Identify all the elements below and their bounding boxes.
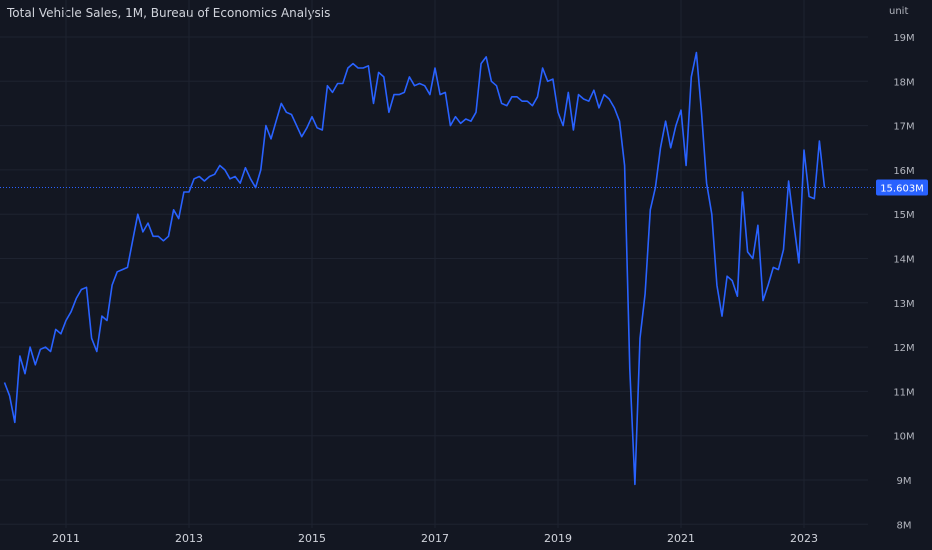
x-tick-label: 2013 [175, 532, 203, 545]
x-tick-label: 2021 [667, 532, 695, 545]
y-tick-label: 15M [893, 210, 914, 221]
x-tick-label: 2017 [421, 532, 449, 545]
y-tick-label: 12M [893, 343, 914, 354]
y-axis: 19M 18M 17M 16M 15M 14M 13M 12M 11M 10M 9M 8M [893, 33, 914, 531]
last-value-badge-bg [876, 179, 928, 196]
x-tick-label: 2011 [52, 532, 80, 545]
y-tick-label: 19M [893, 33, 914, 44]
y-tick-label: 18M [893, 77, 914, 88]
chart-title: Total Vehicle Sales, 1M, Bureau of Econo… [7, 6, 331, 20]
x-tick-label: 2015 [298, 532, 326, 545]
unit-label: unit [889, 6, 909, 17]
y-tick-label: 14M [893, 255, 914, 266]
x-tick-label: 2019 [544, 532, 572, 545]
y-tick-label: 13M [893, 299, 914, 310]
x-tick-label: 2023 [790, 532, 818, 545]
x-axis: 2011 2013 2015 2017 2019 2021 2023 [52, 532, 818, 545]
last-value-badge: 15.603M [876, 179, 928, 196]
y-tick-label: 16M [893, 166, 914, 177]
last-value-badge-text: 15.603M [880, 183, 924, 194]
y-tick-label: 10M [893, 432, 914, 443]
grid-lines [0, 0, 868, 528]
y-tick-label: 11M [893, 387, 914, 398]
series-line-total-vehicle-sales [3, 51, 826, 486]
y-tick-label: 17M [893, 122, 914, 133]
y-tick-label: 9M [897, 476, 912, 487]
y-tick-label: 8M [897, 520, 912, 531]
